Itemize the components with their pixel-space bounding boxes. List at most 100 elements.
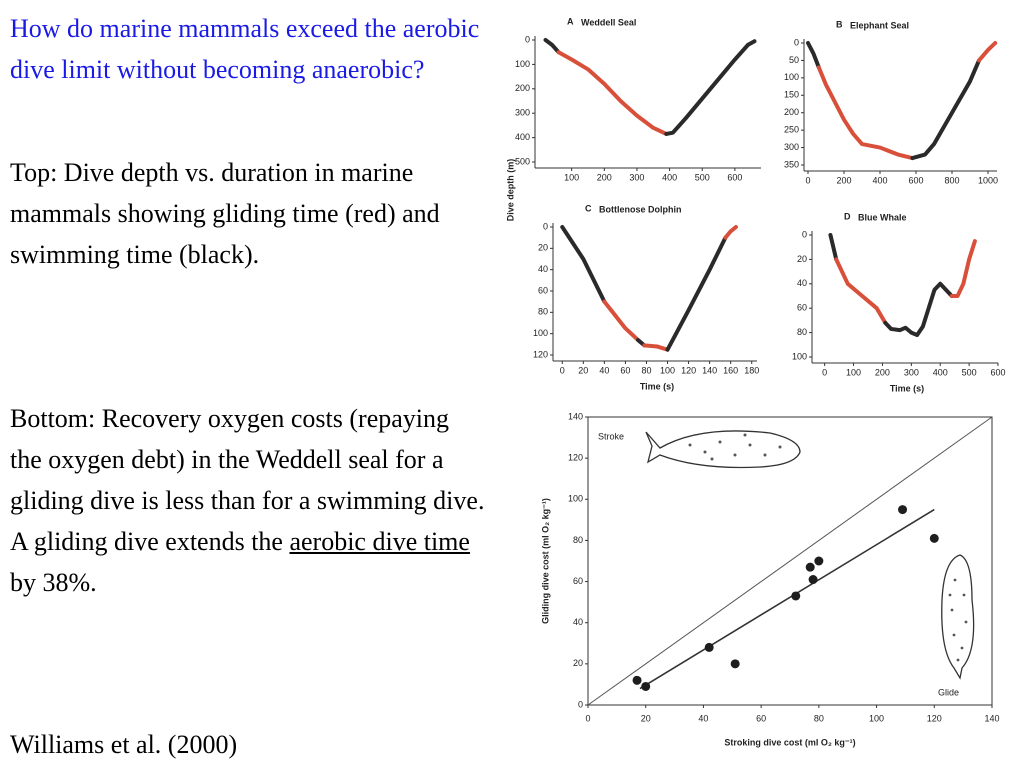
x-tick-label: 80 — [814, 713, 824, 723]
dive-profile-segment — [949, 239, 977, 298]
slide-title: How do marine mammals exceed the aerobic… — [10, 14, 480, 84]
dive-profile-segment — [642, 343, 670, 352]
dive-profile-segment — [665, 235, 728, 352]
x-tick-label: 100 — [869, 713, 884, 723]
x-tick-label: 100 — [846, 367, 861, 377]
y-tick-label: 500 — [515, 156, 530, 166]
panel-letter: A — [567, 16, 574, 26]
x-tick-label: 140 — [984, 713, 999, 723]
y-tick-label: 100 — [568, 494, 583, 504]
data-point — [641, 681, 651, 691]
x-axis-label: Time (s) — [640, 381, 674, 391]
dive-profile-segment — [834, 257, 888, 325]
panel-letter: D — [844, 211, 851, 221]
x-tick-label: 600 — [727, 172, 742, 182]
y-tick-label: 150 — [784, 90, 799, 100]
x-tick-label: 140 — [702, 365, 717, 375]
x-tick-label: 120 — [927, 713, 942, 723]
x-tick-label: 200 — [597, 172, 612, 182]
y-tick-label: 120 — [533, 349, 548, 359]
y-tick-label: 0 — [525, 34, 530, 44]
y-tick-label: 300 — [784, 142, 799, 152]
y-tick-label: 50 — [789, 55, 799, 65]
data-point — [632, 675, 642, 685]
y-tick-label: 0 — [578, 699, 583, 709]
x-tick-label: 180 — [744, 365, 759, 375]
x-tick-label: 300 — [904, 367, 919, 377]
citation: Williams et al. (2000) — [10, 730, 238, 759]
dive-profile-segment — [883, 281, 954, 338]
chart: 0 50 100 150 200 250 300 350 0 200 400 600 800 1000 B E… — [784, 19, 998, 185]
panel-title: Bottlenose Dolphin — [599, 204, 682, 214]
y-tick-label: 60 — [797, 303, 807, 313]
data-point — [929, 533, 939, 543]
y-tick-label: 100 — [533, 328, 548, 338]
panel-title: Blue Whale — [858, 212, 907, 222]
y-tick-label: 0 — [543, 221, 548, 231]
caption-text: by 38%. — [10, 568, 97, 597]
x-tick-label: 0 — [822, 367, 827, 377]
y-tick-label: 0 — [802, 229, 807, 239]
aerobic-dive-time-link[interactable]: aerobic dive time — [289, 527, 470, 556]
y-tick-label: 0 — [794, 37, 799, 47]
y-axis-label: Gliding dive cost (ml O₂ kg⁻¹) — [540, 498, 550, 624]
chart: 0 20 40 60 80 100 120 0 20 40 60 80 100 120 140 160 180 C… — [533, 203, 759, 391]
y-tick-label: 60 — [538, 285, 548, 295]
dive-profile-segment — [556, 50, 669, 136]
data-point — [814, 556, 824, 566]
fit-line — [639, 508, 935, 690]
x-tick-label: 0 — [585, 713, 590, 723]
y-tick-label: 40 — [538, 264, 548, 274]
x-tick-label: 400 — [933, 367, 948, 377]
x-tick-label: 20 — [578, 365, 588, 375]
y-tick-label: 20 — [573, 658, 583, 668]
panel-title: Elephant Seal — [850, 20, 909, 30]
data-point — [730, 659, 740, 669]
y-tick-label: 120 — [568, 453, 583, 463]
dive-profile-segment — [806, 41, 821, 70]
y-tick-label: 20 — [538, 243, 548, 253]
y-tick-label: 200 — [515, 83, 530, 93]
y-tick-label: 350 — [784, 159, 799, 169]
x-tick-label: 40 — [599, 365, 609, 375]
x-tick-label: 120 — [681, 365, 696, 375]
dive-profile-segment — [543, 38, 561, 55]
x-tick-label: 80 — [641, 365, 651, 375]
y-tick-label: 40 — [797, 278, 807, 288]
x-tick-label: 20 — [641, 713, 651, 723]
dive-profile-segment — [664, 39, 757, 136]
dive-profile-segment — [828, 233, 839, 262]
y-tick-label: 40 — [573, 617, 583, 627]
x-tick-label: 0 — [560, 365, 565, 375]
bottom-caption: Bottom: Recovery oxygen costs (repaying … — [10, 398, 485, 603]
x-axis-label: Time (s) — [890, 383, 924, 393]
x-axis-label: Stroking dive cost (ml O₂ kg⁻¹) — [724, 737, 855, 747]
dive-profile-segment — [602, 299, 641, 343]
caption-text: Bottom: Recovery oxygen costs (repaying … — [10, 404, 485, 556]
data-point — [898, 505, 908, 515]
x-tick-label: 40 — [698, 713, 708, 723]
chart: 0 20 40 60 80 100 120 140 0 20 40 60 80 100 120 140 Stro… — [540, 411, 999, 747]
top-caption: Top: Dive depth vs. duration in marine m… — [10, 158, 440, 269]
x-tick-label: 800 — [944, 175, 959, 185]
annotation: Stroke — [598, 431, 624, 441]
y-tick-label: 80 — [573, 535, 583, 545]
x-tick-label: 60 — [756, 713, 766, 723]
y-tick-label: 20 — [797, 254, 807, 264]
data-point — [808, 575, 818, 585]
x-tick-label: 500 — [962, 367, 977, 377]
x-tick-label: 300 — [629, 172, 644, 182]
x-tick-label: 600 — [990, 367, 1005, 377]
y-axis-label: Dive depth (m) — [505, 159, 515, 222]
plot-frame — [587, 416, 993, 706]
y-tick-label: 400 — [515, 132, 530, 142]
annotation: Glide — [938, 687, 959, 697]
x-tick-label: 600 — [908, 175, 923, 185]
y-tick-label: 80 — [538, 307, 548, 317]
panel-title: Weddell Seal — [581, 17, 636, 27]
x-tick-label: 0 — [805, 175, 810, 185]
data-point — [805, 562, 815, 572]
data-point — [704, 642, 714, 652]
